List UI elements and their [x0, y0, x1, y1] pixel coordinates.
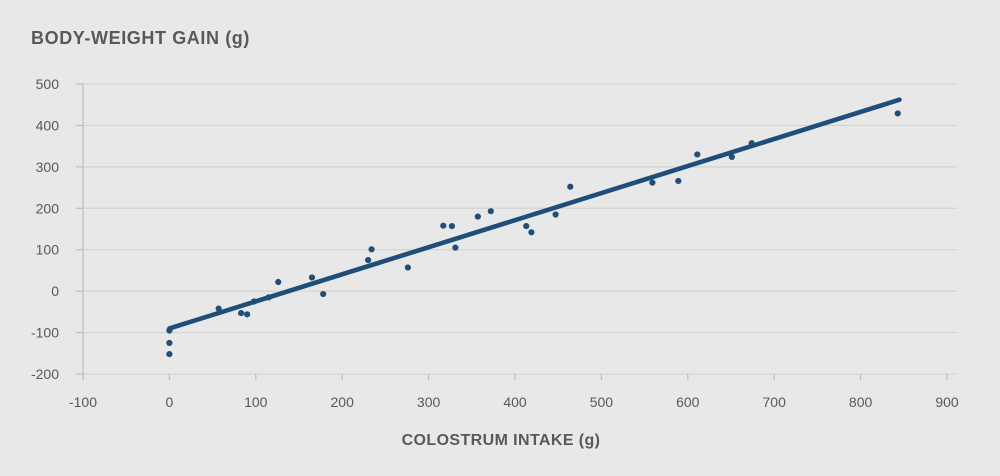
y-tick-label: 400: [36, 117, 60, 133]
y-tick-label: 200: [36, 200, 60, 216]
data-point: [675, 177, 682, 185]
chart-title: BODY-WEIGHT GAIN (g): [31, 28, 250, 48]
data-point: [440, 222, 447, 229]
data-point: [265, 294, 272, 301]
x-tick-label: 100: [244, 394, 268, 410]
x-tick-label: 600: [676, 394, 700, 410]
x-tick-labels: -100 0 100 200 300 400 500 600 700 800 900: [69, 394, 959, 410]
x-tick-label: 900: [935, 394, 959, 410]
x-tick-label: 700: [763, 394, 787, 410]
data-point: [238, 309, 245, 317]
x-tick-label: 500: [590, 394, 614, 410]
x-tick-label: 0: [166, 394, 174, 410]
data-point: [649, 179, 656, 186]
gridlines: [83, 83, 958, 375]
x-tick-label: 400: [503, 394, 527, 410]
data-point: [166, 339, 173, 347]
data-point: [215, 305, 222, 312]
y-tick-label: 0: [51, 283, 59, 299]
data-point: [275, 278, 282, 286]
x-tick-label: -100: [69, 394, 97, 410]
axis-ticks: [76, 83, 948, 380]
y-tick-label: 500: [36, 76, 60, 92]
x-tick-label: 300: [417, 394, 441, 410]
scatter-points: [166, 110, 901, 358]
y-tick-label: 100: [36, 242, 60, 258]
data-point: [166, 327, 173, 334]
data-point: [250, 298, 258, 305]
y-tick-labels: -200 -100 0 100 200 300 400 500: [31, 76, 59, 382]
data-point: [320, 290, 327, 298]
data-point: [487, 208, 494, 215]
x-tick-label: 200: [331, 394, 355, 410]
data-point: [365, 256, 372, 264]
y-tick-label: -200: [31, 366, 59, 382]
data-point: [166, 351, 173, 358]
data-point: [244, 311, 251, 318]
data-point: [694, 151, 701, 158]
data-point: [368, 246, 375, 253]
data-point: [523, 222, 530, 230]
data-point: [452, 244, 459, 251]
data-point: [748, 140, 755, 147]
data-point: [448, 222, 456, 230]
data-point: [474, 213, 481, 220]
y-tick-label: -100: [31, 325, 59, 341]
data-point: [308, 274, 316, 281]
x-axis-label: COLOSTRUM INTAKE (g): [0, 432, 1000, 450]
x-tick-label: 800: [849, 394, 873, 410]
x-axis-label-text: COLOSTRUM INTAKE (g): [401, 432, 601, 449]
data-point: [404, 264, 411, 271]
data-point: [894, 110, 901, 117]
y-tick-label: 300: [36, 159, 60, 175]
trend-line: [167, 97, 902, 331]
data-point: [567, 183, 574, 190]
data-point: [728, 153, 735, 161]
data-point: [528, 229, 535, 236]
data-point: [552, 211, 559, 218]
